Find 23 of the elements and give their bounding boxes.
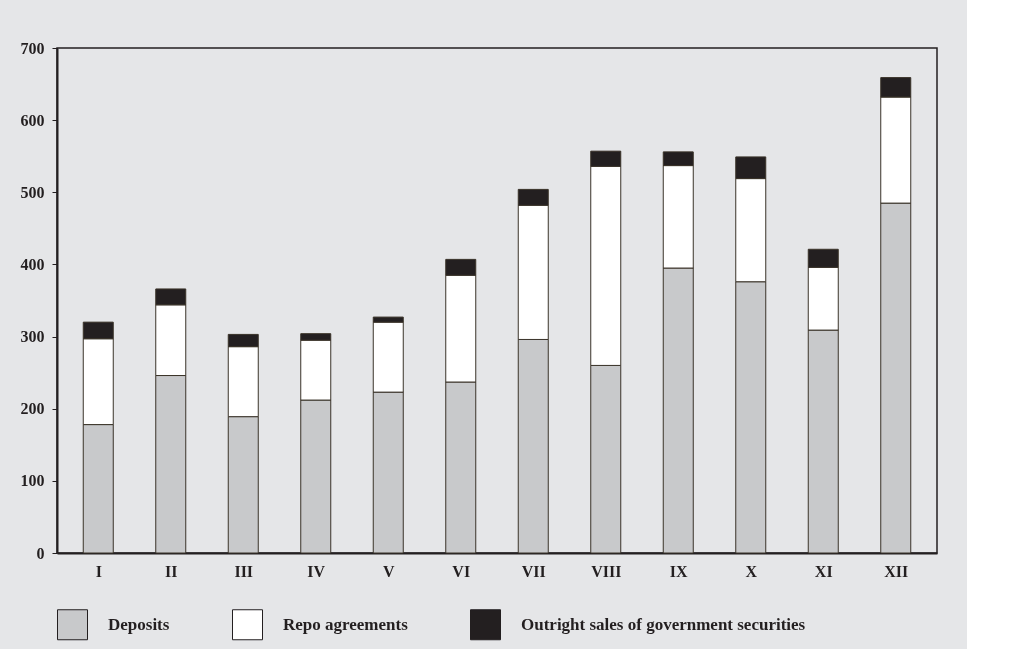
y-tick-label: 300 bbox=[20, 328, 45, 346]
x-tick-label: VI bbox=[452, 562, 471, 580]
legend-label: Outright sales of government securities bbox=[521, 614, 806, 634]
x-tick-label: V bbox=[382, 562, 395, 580]
x-tick-label: VII bbox=[521, 562, 546, 580]
x-tick-label: X bbox=[745, 562, 758, 580]
x-tick-label: XII bbox=[884, 562, 909, 580]
x-tick-label: VIII bbox=[591, 562, 622, 580]
x-tick-label: II bbox=[165, 562, 178, 580]
x-tick-label: IV bbox=[307, 562, 326, 580]
y-tick-label: 400 bbox=[20, 255, 45, 273]
y-tick-label: 0 bbox=[36, 544, 45, 562]
x-tick-label: IX bbox=[669, 562, 689, 580]
y-tick-label: 600 bbox=[20, 111, 45, 129]
y-tick-label: 100 bbox=[20, 472, 45, 490]
x-tick-label: I bbox=[95, 562, 102, 580]
legend-label: Repo agreements bbox=[283, 614, 409, 634]
y-tick-label: 700 bbox=[20, 39, 45, 57]
y-tick-label: 500 bbox=[20, 183, 45, 201]
x-tick-label: XI bbox=[814, 562, 833, 580]
legend-label: Deposits bbox=[108, 614, 170, 634]
x-tick-label: III bbox=[234, 562, 254, 580]
y-tick-label: 200 bbox=[20, 400, 45, 418]
